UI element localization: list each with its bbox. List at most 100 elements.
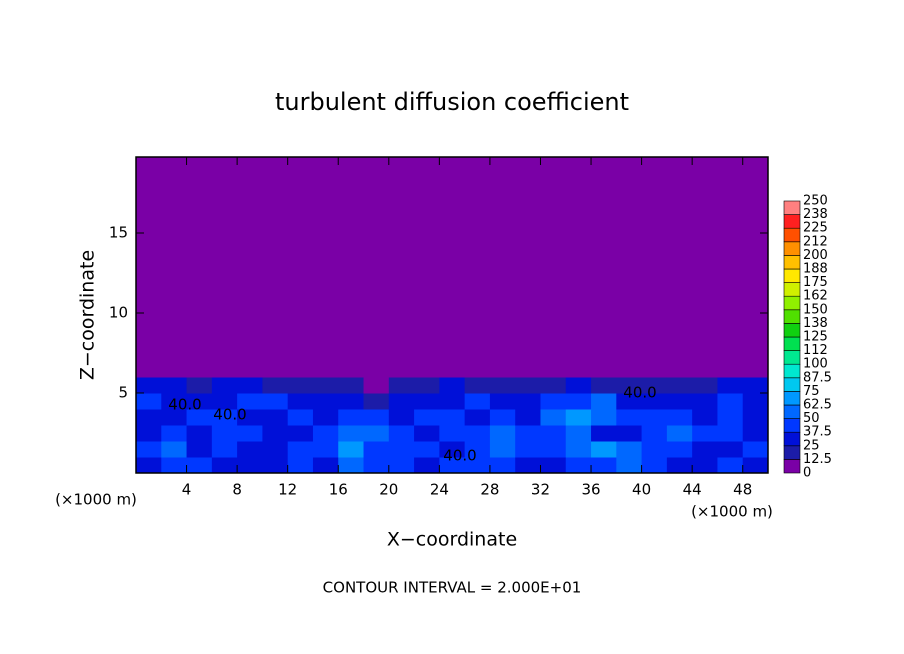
cell bbox=[464, 457, 491, 474]
cell bbox=[717, 157, 744, 378]
y-tick-label: 15 bbox=[109, 224, 128, 242]
cell bbox=[742, 377, 769, 394]
cell bbox=[692, 377, 718, 394]
cell bbox=[616, 377, 643, 394]
colorbar-band bbox=[783, 336, 801, 351]
colorbar-label: 238 bbox=[803, 207, 828, 222]
cell bbox=[211, 425, 238, 442]
colorbar-label: 200 bbox=[803, 248, 828, 263]
x-tick-label: 12 bbox=[278, 481, 297, 499]
cell bbox=[414, 441, 440, 458]
cell bbox=[515, 425, 541, 442]
colorbar-label: 0 bbox=[803, 466, 811, 481]
cell bbox=[161, 377, 188, 394]
cell bbox=[136, 393, 162, 410]
cell bbox=[666, 441, 693, 458]
cell bbox=[717, 409, 744, 426]
cell bbox=[515, 157, 541, 378]
cell bbox=[363, 393, 390, 410]
cell bbox=[591, 441, 617, 458]
cell bbox=[161, 157, 188, 378]
cell bbox=[616, 441, 643, 458]
cell bbox=[742, 457, 769, 474]
colorbar-band bbox=[783, 445, 801, 460]
cell bbox=[717, 425, 744, 442]
x-tick-label: 48 bbox=[733, 481, 752, 499]
colorbar-band bbox=[783, 268, 801, 283]
cell bbox=[666, 377, 693, 394]
cell bbox=[262, 425, 289, 442]
cell bbox=[414, 425, 440, 442]
cell bbox=[641, 425, 668, 442]
cell bbox=[136, 157, 162, 378]
cell bbox=[287, 457, 314, 474]
cell bbox=[136, 409, 162, 426]
cell bbox=[666, 457, 693, 474]
colorbar-label: 250 bbox=[803, 194, 828, 209]
cell bbox=[591, 425, 617, 442]
cell bbox=[186, 409, 213, 426]
cell bbox=[464, 377, 491, 394]
colorbar-label: 25 bbox=[803, 438, 820, 453]
colorbar-band bbox=[783, 241, 801, 256]
cell bbox=[388, 409, 415, 426]
colorbar-band bbox=[783, 227, 801, 243]
cell bbox=[237, 157, 263, 378]
cell bbox=[565, 393, 592, 410]
x-tick-label: 8 bbox=[232, 481, 242, 499]
cell bbox=[717, 441, 744, 458]
y-unit: (×1000 m) bbox=[55, 491, 137, 509]
cell bbox=[312, 409, 339, 426]
colorbar-label: 12.5 bbox=[803, 452, 832, 467]
cell bbox=[540, 425, 567, 442]
cell bbox=[464, 441, 491, 458]
contour-label: 40.0 bbox=[623, 384, 656, 402]
colorbar-label: 225 bbox=[803, 221, 828, 236]
cell bbox=[161, 393, 188, 410]
cell bbox=[136, 377, 162, 394]
cell bbox=[136, 441, 162, 458]
colorbar-band bbox=[783, 255, 801, 270]
cell bbox=[616, 157, 643, 378]
cell bbox=[237, 377, 263, 394]
cell bbox=[312, 157, 339, 378]
cell bbox=[565, 409, 592, 426]
cell bbox=[211, 157, 238, 378]
cell bbox=[363, 409, 390, 426]
colorbar-label: 125 bbox=[803, 330, 828, 345]
cell bbox=[489, 425, 516, 442]
cell bbox=[464, 409, 491, 426]
cell bbox=[565, 457, 592, 474]
cell bbox=[262, 157, 289, 378]
cell bbox=[540, 377, 567, 394]
cell bbox=[237, 441, 263, 458]
cell bbox=[287, 409, 314, 426]
cell bbox=[489, 409, 516, 426]
colorbar-label: 175 bbox=[803, 275, 828, 290]
colorbar-band bbox=[783, 282, 801, 297]
cell bbox=[414, 393, 440, 410]
cell bbox=[692, 157, 718, 378]
cell bbox=[136, 457, 162, 474]
cell bbox=[388, 441, 415, 458]
colorbar-band bbox=[783, 295, 801, 311]
cell bbox=[388, 393, 415, 410]
contour-label: 40.0 bbox=[213, 406, 246, 424]
cell bbox=[439, 457, 466, 474]
cell bbox=[186, 425, 213, 442]
cell bbox=[616, 393, 643, 410]
cell bbox=[338, 157, 365, 378]
cell bbox=[439, 425, 466, 442]
colorbar-band bbox=[783, 309, 801, 324]
cell bbox=[414, 409, 440, 426]
cell bbox=[489, 457, 516, 474]
cell bbox=[742, 441, 769, 458]
cell bbox=[312, 425, 339, 442]
cell bbox=[439, 157, 466, 378]
cell bbox=[338, 377, 365, 394]
cell bbox=[388, 157, 415, 378]
x-unit: (×1000 m) bbox=[691, 503, 773, 521]
cell bbox=[414, 457, 440, 474]
colorbar-label: 87.5 bbox=[803, 370, 832, 385]
cell bbox=[161, 425, 188, 442]
